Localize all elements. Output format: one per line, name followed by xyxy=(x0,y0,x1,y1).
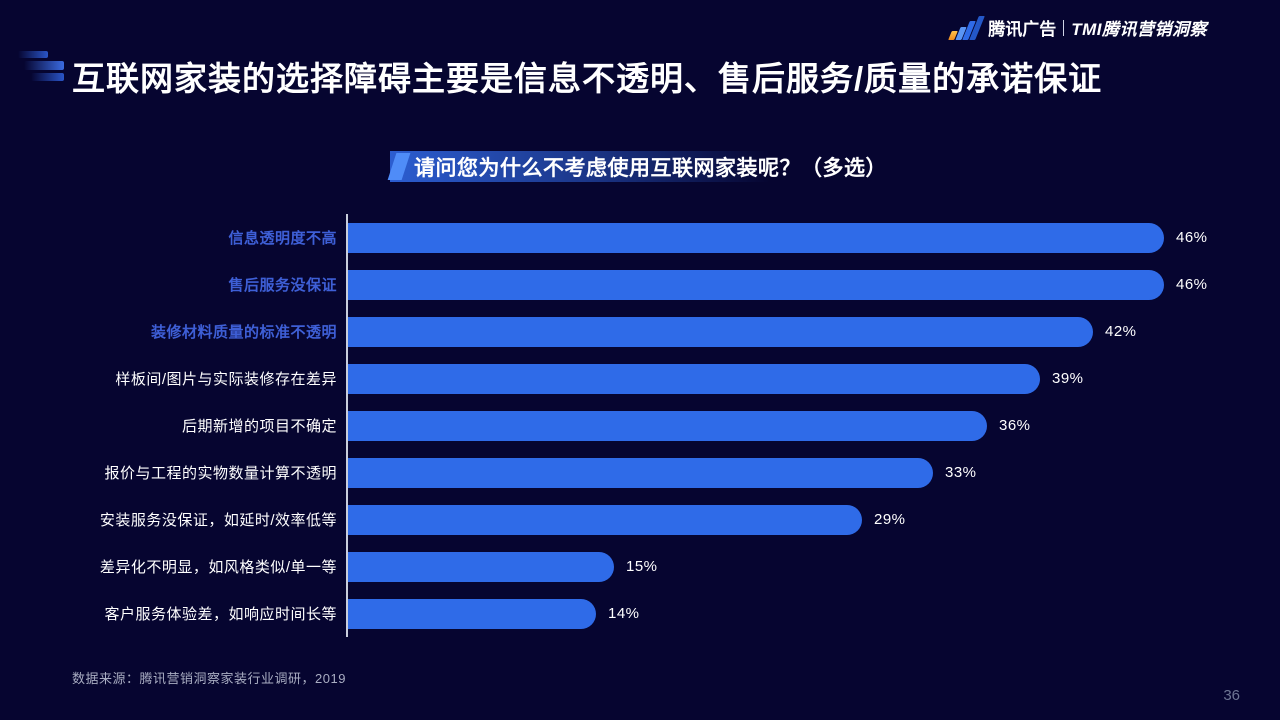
value-label: 36% xyxy=(999,417,1031,434)
category-label: 差异化不明显，如风格类似/单一等 xyxy=(99,559,337,576)
bar-row: 售后服务没保证 46% xyxy=(66,261,1246,308)
bar xyxy=(348,222,1164,253)
bar xyxy=(348,316,1093,347)
tencent-ads-logo-icon xyxy=(948,15,986,40)
value-label: 42% xyxy=(1105,323,1137,340)
bar xyxy=(348,457,933,488)
bar-row: 差异化不明显，如风格类似/单一等 15% xyxy=(66,543,1246,590)
value-label: 33% xyxy=(945,464,977,481)
category-label: 信息透明度不高 xyxy=(228,230,337,247)
data-source-note: 数据来源：腾讯营销洞察家装行业调研，2019 xyxy=(72,671,346,686)
value-label: 15% xyxy=(626,558,658,575)
bar-track: 39% xyxy=(348,363,1246,394)
bar xyxy=(348,598,596,629)
value-label: 29% xyxy=(874,511,906,528)
bar-track: 42% xyxy=(348,316,1246,347)
category-label: 后期新增的项目不确定 xyxy=(181,418,337,435)
bar-row: 客户服务体验差，如响应时间长等 14% xyxy=(66,590,1246,637)
chart-title: 请问您为什么不考虑使用互联网家装呢？（多选） xyxy=(414,156,887,180)
bar xyxy=(348,363,1040,394)
brand-name-left: 腾讯广告 xyxy=(988,20,1057,39)
page-number: 36 xyxy=(1223,687,1240,704)
bar-row: 样板间/图片与实际装修存在差异 39% xyxy=(66,355,1246,402)
page-title: 互联网家装的选择障碍主要是信息不透明、售后服务/质量的承诺保证 xyxy=(72,60,1103,97)
bar-track: 46% xyxy=(348,222,1246,253)
value-label: 14% xyxy=(608,605,640,622)
category-label: 安装服务没保证，如延时/效率低等 xyxy=(99,512,337,529)
chart-title-banner: 请问您为什么不考虑使用互联网家装呢？（多选） xyxy=(390,151,917,182)
brand-name-right: TMI腾讯营销洞察 xyxy=(1071,20,1207,39)
title-dash-2 xyxy=(24,61,64,70)
category-label: 报价与工程的实物数量计算不透明 xyxy=(104,465,337,482)
bar-row: 装修材料质量的标准不透明 42% xyxy=(66,308,1246,355)
bar-track: 14% xyxy=(348,598,1246,629)
title-speed-lines-icon xyxy=(16,49,66,83)
brand-logo: 腾讯广告 TMI腾讯营销洞察 xyxy=(948,15,1207,40)
bar-chart: 信息透明度不高 46% 售后服务没保证 46% 装修材料质量的标准不透明 42% 样板间/图… xyxy=(66,214,1246,637)
value-label: 46% xyxy=(1176,229,1208,246)
brand-separator xyxy=(1063,19,1065,36)
bar-track: 36% xyxy=(348,410,1246,441)
bar-track: 46% xyxy=(348,269,1246,300)
bar-row: 报价与工程的实物数量计算不透明 33% xyxy=(66,449,1246,496)
bar-track: 33% xyxy=(348,457,1246,488)
bar xyxy=(348,269,1164,300)
category-label: 售后服务没保证 xyxy=(228,277,337,294)
value-label: 39% xyxy=(1052,370,1084,387)
bar-track: 15% xyxy=(348,551,1246,582)
title-dash-1 xyxy=(18,51,48,58)
y-axis-line xyxy=(346,214,348,637)
bar-rows: 信息透明度不高 46% 售后服务没保证 46% 装修材料质量的标准不透明 42% 样板间/图… xyxy=(66,214,1246,637)
bar-row: 信息透明度不高 46% xyxy=(66,214,1246,261)
category-label: 客户服务体验差，如响应时间长等 xyxy=(104,606,337,623)
bar-row: 安装服务没保证，如延时/效率低等 29% xyxy=(66,496,1246,543)
bar-track: 29% xyxy=(348,504,1246,535)
category-label: 样板间/图片与实际装修存在差异 xyxy=(115,371,337,388)
bar xyxy=(348,551,614,582)
value-label: 46% xyxy=(1176,276,1208,293)
bar xyxy=(348,410,987,441)
title-dash-3 xyxy=(31,73,64,81)
bar-row: 后期新增的项目不确定 36% xyxy=(66,402,1246,449)
bar xyxy=(348,504,862,535)
category-label: 装修材料质量的标准不透明 xyxy=(150,324,337,341)
